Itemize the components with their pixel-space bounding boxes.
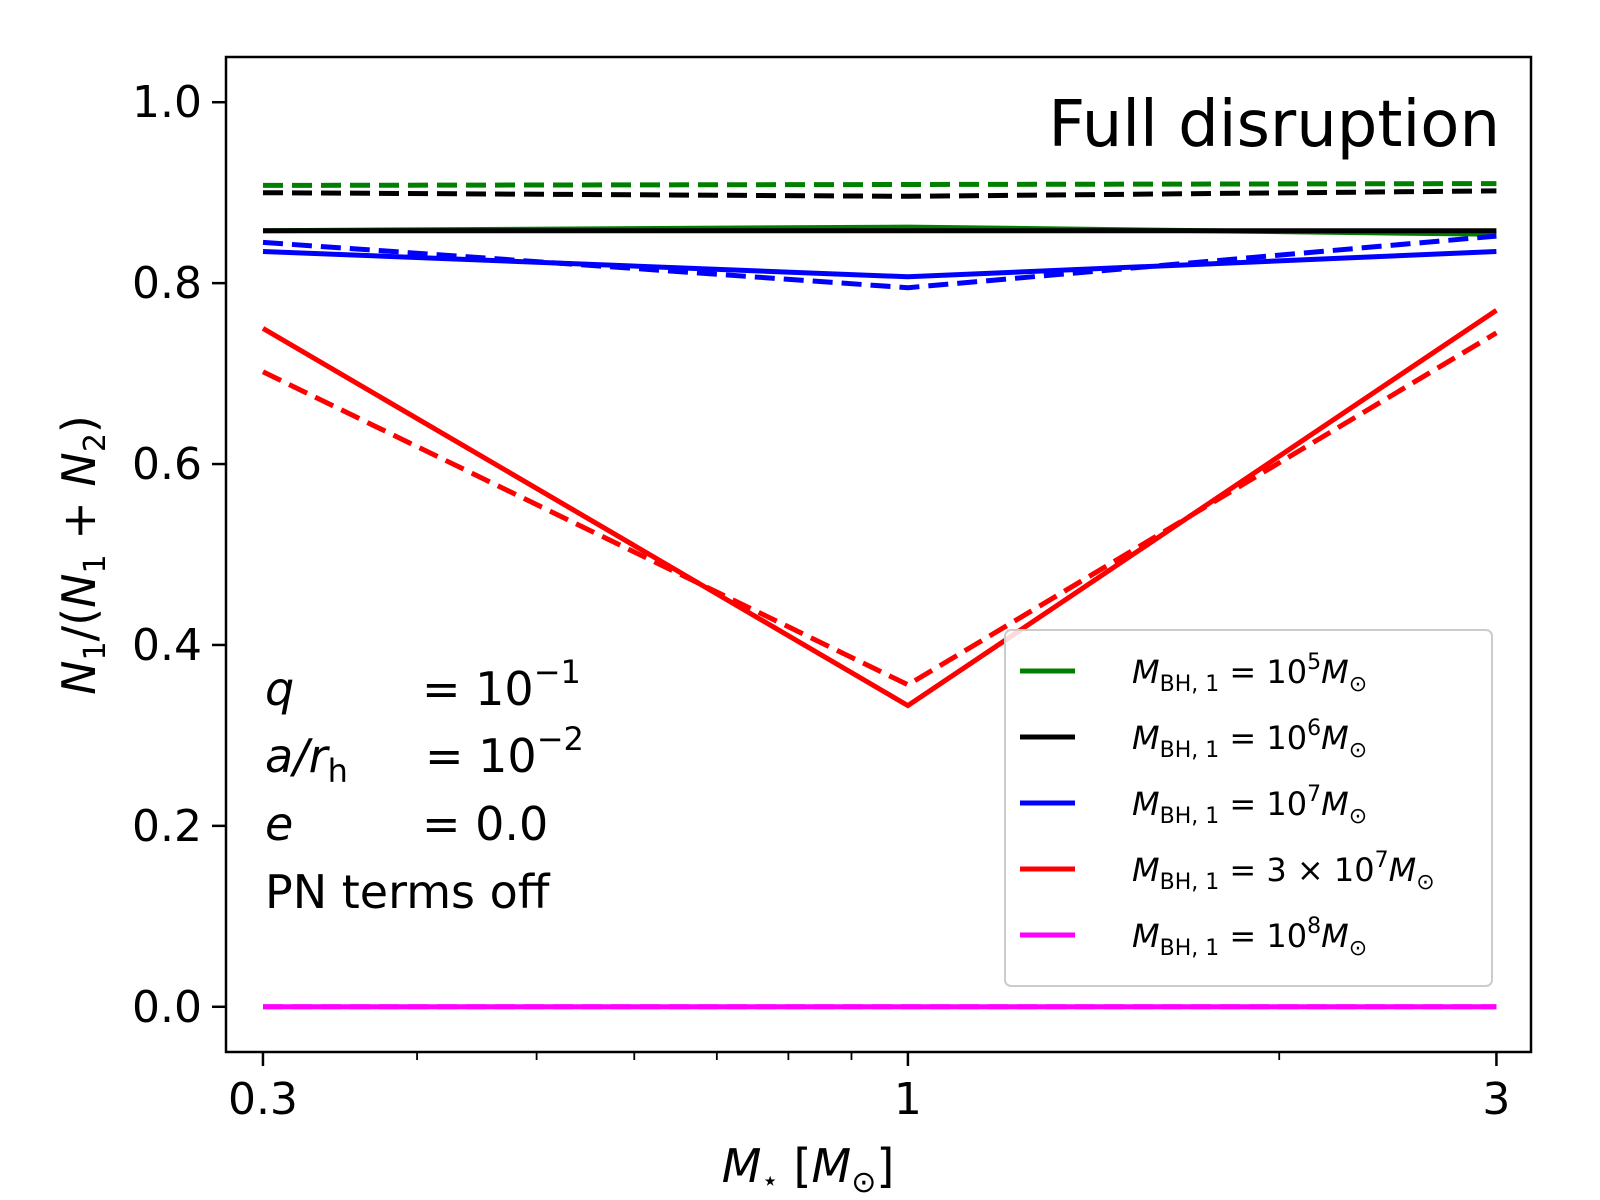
y-tick-label: 0.8 xyxy=(132,258,202,309)
annotation-block: q = 10−1 a/rh = 10−2 e = 0.0 PN terms of… xyxy=(265,653,584,919)
legend-label: MBH, 1 = 107M⊙ xyxy=(1132,782,1367,829)
series-3-solid-line xyxy=(262,249,1497,280)
plot-frame xyxy=(224,55,1533,1054)
x-tick-label: 1 xyxy=(894,1074,922,1125)
y-tick-label: 0.0 xyxy=(132,982,202,1033)
y-tick-label: 1.0 xyxy=(132,77,202,128)
legend-label: MBH, 1 = 3 × 107M⊙ xyxy=(1132,848,1435,895)
legend: MBH, 1 = 105M⊙ MBH, 1 = 106M⊙ MBH, 1 = 107… xyxy=(1004,629,1493,987)
annotation-a-label: a/r xyxy=(265,729,331,783)
series-4-solid-line xyxy=(261,308,1498,709)
x-ticks: 0.3 1 3 xyxy=(228,1052,1510,1125)
series-4-dashed-line xyxy=(261,330,1498,688)
series-lines xyxy=(261,181,1498,1010)
annotation-a-eq: = 10 xyxy=(425,729,537,783)
x-axis-label: M⋆ [M⊙] xyxy=(722,1139,895,1200)
series-2-dashed-line xyxy=(262,188,1497,199)
series-1-dashed-line xyxy=(262,181,1497,188)
annotation-a: a/rh xyxy=(265,729,348,790)
annotation-e-label: e xyxy=(265,797,293,851)
annotation-a-exp: −2 xyxy=(537,720,584,758)
annotation-q-exp: −1 xyxy=(534,653,581,691)
annotation-q-label: q xyxy=(265,662,294,716)
y-tick-label: 0.2 xyxy=(132,801,202,852)
y-ticks: 0.0 0.2 0.4 0.6 0.8 1.0 xyxy=(132,77,226,1033)
annotation-q: q xyxy=(265,662,294,716)
legend-label: MBH, 1 = 105M⊙ xyxy=(1132,650,1367,697)
legend-label: MBH, 1 = 106M⊙ xyxy=(1132,716,1367,763)
annotation-a-value: = 10−2 xyxy=(425,720,584,783)
annotation-e: e xyxy=(265,797,293,851)
annotation-pn: PN terms off xyxy=(265,865,551,919)
chart-title: Full disruption xyxy=(1048,88,1500,162)
annotation-a-sub: h xyxy=(328,752,348,790)
y-tick-label: 0.6 xyxy=(132,439,202,490)
annotation-e-value: = 0.0 xyxy=(422,797,548,851)
legend-frame xyxy=(1004,629,1493,987)
x-tick-label: 0.3 xyxy=(228,1074,298,1125)
annotation-q-value: = 10−1 xyxy=(422,653,581,716)
annotation-q-eq: = 10 xyxy=(422,662,534,716)
x-tick-label: 3 xyxy=(1482,1074,1510,1125)
y-tick-label: 0.4 xyxy=(132,620,202,671)
y-axis-label: N1/(N1 + N2) xyxy=(52,415,113,695)
legend-label: MBH, 1 = 108M⊙ xyxy=(1132,914,1367,961)
